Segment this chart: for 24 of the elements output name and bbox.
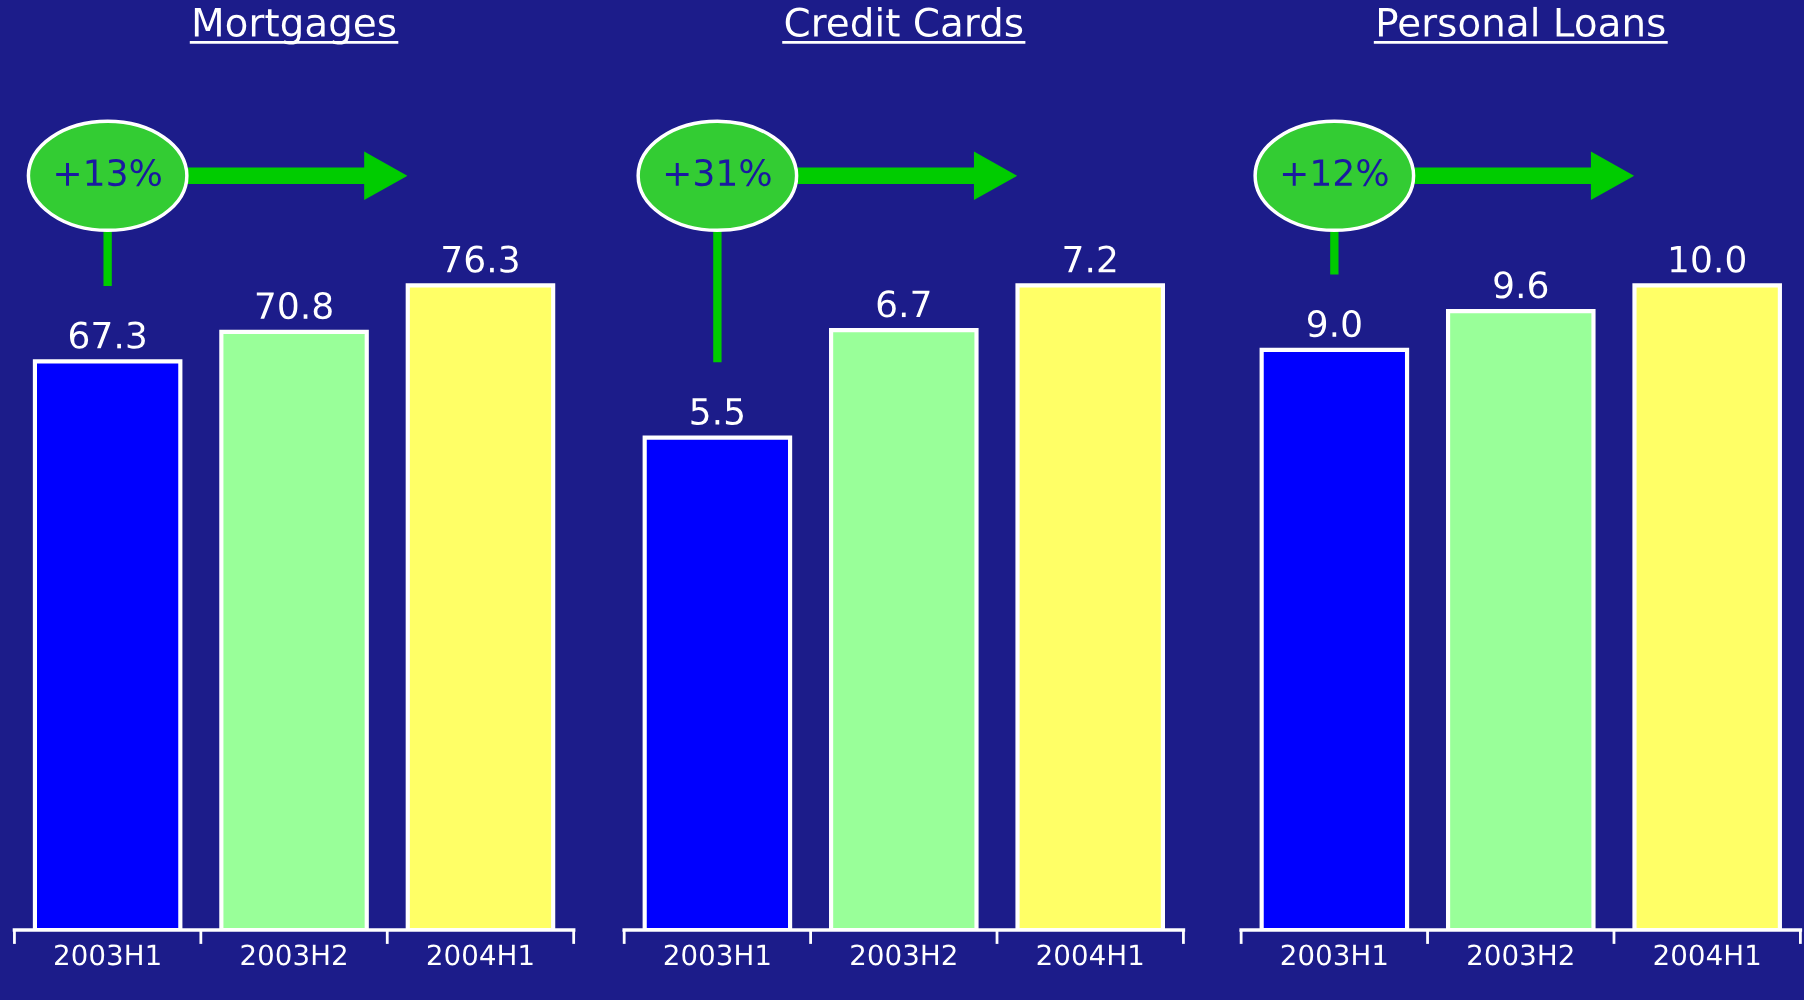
x-tick-label: 2003H2: [851, 944, 956, 966]
x-tick-label: 2004H1: [427, 944, 533, 966]
x-tick-label: 2003H2: [241, 944, 346, 966]
data-label: 10.0: [1670, 245, 1745, 273]
data-label: 67.3: [69, 321, 145, 349]
data-label: 7.2: [1064, 245, 1116, 273]
text: +13%: [56, 158, 161, 187]
text: +31%: [665, 158, 771, 187]
data-label: 70.8: [256, 291, 332, 320]
data-label: 6.7: [877, 290, 930, 318]
chart-title: Mortgages: [194, 8, 396, 45]
data-label: 9.0: [1307, 309, 1361, 338]
x-tick-label: 2003H1: [55, 944, 160, 966]
x-tick-label: 2004H1: [1037, 944, 1143, 966]
x-tick-label: 2003H1: [1281, 944, 1387, 966]
data-label: 5.5: [691, 398, 743, 426]
x-tick-label: 2004H1: [1654, 944, 1760, 966]
data-label: 9.6: [1494, 271, 1548, 299]
chart-title: Personal Loans: [1379, 6, 1665, 37]
x-tick-label: 2003H1: [664, 944, 770, 966]
chart-title: Credit Cards: [785, 6, 1023, 37]
x-tick-label: 2003H2: [1468, 944, 1573, 966]
data-label: 76.3: [443, 245, 518, 273]
text: +12%: [1282, 158, 1388, 187]
